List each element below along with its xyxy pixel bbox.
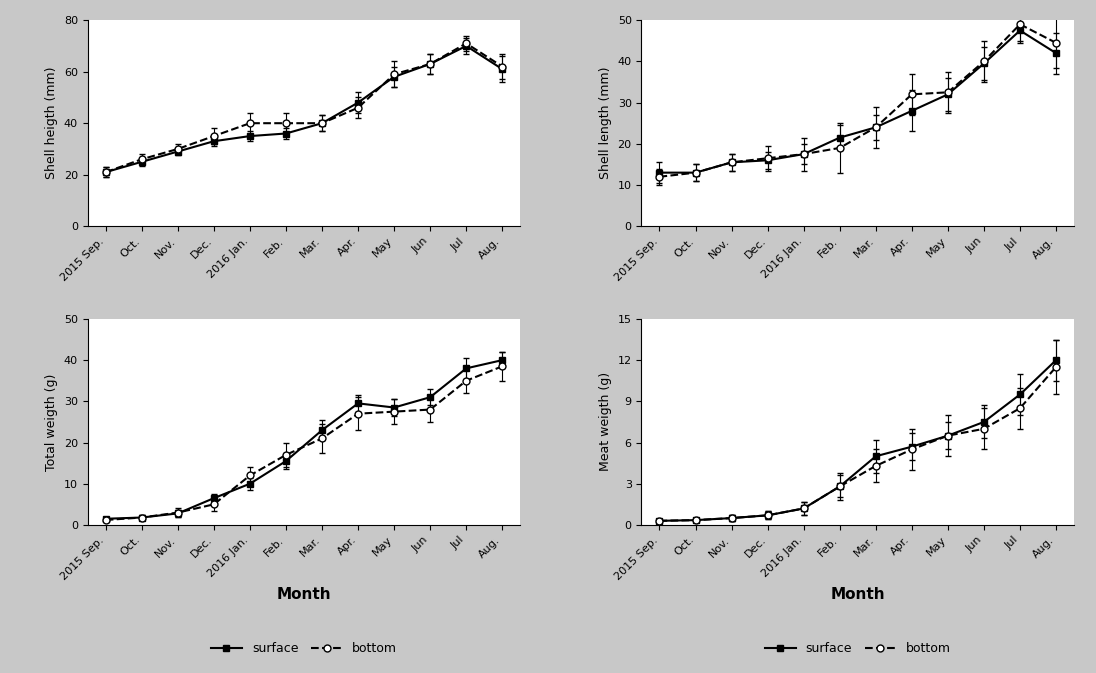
X-axis label: Month: Month [276,587,331,602]
Y-axis label: Shell length (mm): Shell length (mm) [600,67,612,180]
X-axis label: Month: Month [831,587,886,602]
Y-axis label: Shell heigth (mm): Shell heigth (mm) [45,67,58,180]
Y-axis label: Meat weigth (g): Meat weigth (g) [600,372,612,472]
Legend: surface, bottom: surface, bottom [206,637,402,660]
Legend: surface, bottom: surface, bottom [760,637,956,660]
Y-axis label: Total weigth (g): Total weigth (g) [45,374,58,470]
